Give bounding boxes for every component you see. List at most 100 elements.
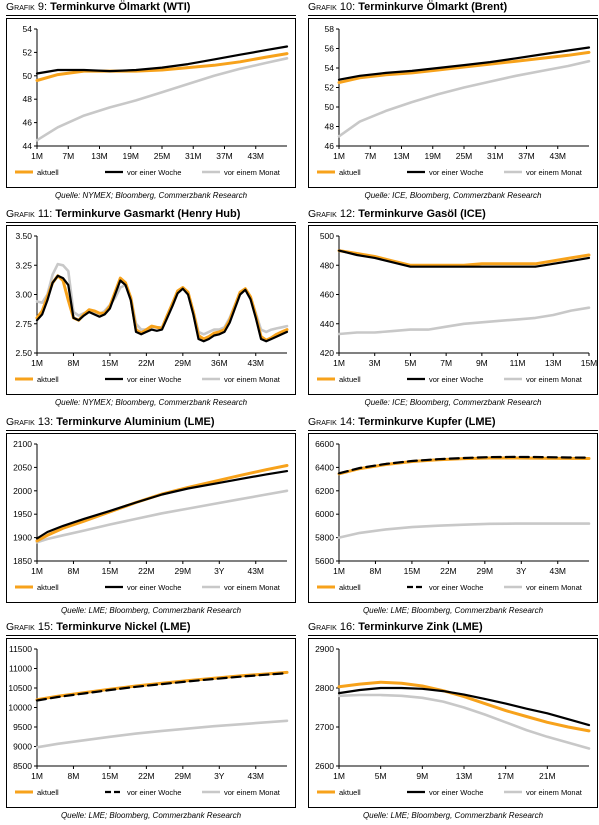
legend-label: vor einer Woche	[127, 375, 181, 384]
y-tick-label: 6600	[315, 439, 334, 449]
chart-title: Grafik 13: Terminkurve Aluminium (LME)	[6, 416, 215, 428]
x-tick-label: 17M	[497, 771, 514, 781]
y-tick-label: 480	[320, 260, 334, 270]
x-tick-label: 15M	[404, 566, 421, 576]
chart-label: Grafik	[308, 621, 337, 633]
chart-number: 14:	[339, 416, 356, 428]
x-tick-label: 29M	[175, 358, 192, 368]
source-prefix: Quelle:	[364, 191, 390, 200]
chart-area: 1850 1900 1950 2000 2050 2100 1M 8M 15M 22M 29M 3Y 4…	[6, 433, 296, 603]
y-tick-label: 54	[23, 24, 33, 34]
x-tick-label: 1M	[31, 771, 43, 781]
y-tick-label: 11000	[9, 664, 32, 674]
legend-label: aktuell	[37, 168, 59, 177]
x-tick-label: 3Y	[214, 771, 225, 781]
x-tick-label: 43M	[247, 151, 264, 161]
legend-label: vor einer Woche	[429, 168, 483, 177]
legend-label: vor einem Monat	[224, 583, 281, 592]
chart-svg: 2600 2700 2800 2900 1M 5M 9M 13M 17M 21M aktuell vo…	[315, 644, 591, 797]
legend-label: vor einer Woche	[429, 788, 483, 797]
legend-label: aktuell	[339, 168, 361, 177]
x-tick-label: 11M	[510, 358, 526, 368]
series-line-vor-einer-woche	[337, 686, 591, 727]
x-tick-label: 43M	[549, 566, 566, 576]
source-text: NYMEX; Bloomberg, Commerzbank Research	[82, 398, 248, 407]
series-line-vor-einer-woche	[337, 455, 591, 475]
y-tick-label: 8500	[13, 761, 32, 771]
x-tick-label: 22M	[440, 566, 457, 576]
x-tick-label: 15M	[581, 358, 597, 368]
chart-svg: 2.50 2.75 3.00 3.25 3.50 1M 8M 15M 22M 29M 36M 43M a…	[15, 231, 289, 384]
source-text: ICE, Bloomberg, Commerzbank Research	[392, 191, 542, 200]
chart-title: Grafik 15: Terminkurve Nickel (LME)	[6, 621, 190, 633]
x-tick-label: 25M	[456, 151, 473, 161]
chart-number: 15:	[37, 621, 54, 633]
x-tick-label: 9M	[416, 771, 428, 781]
series-line-vor-einer-woche	[337, 249, 591, 268]
chart-svg: 44 46 48 50 52 54 1M 7M 13M 19M 25M 31M 37M 43M aktuel…	[15, 24, 289, 177]
chart-source: Quelle: NYMEX; Bloomberg, Commerzbank Re…	[6, 398, 296, 407]
y-tick-label: 11500	[9, 644, 32, 654]
chart-title-text: Terminkurve Kupfer (LME)	[358, 416, 496, 428]
chart-svg: 5600 5800 6000 6200 6400 6600 1M 8M 15M 22M 29M 3Y 4…	[315, 439, 591, 592]
chart-number: 12:	[339, 208, 356, 220]
source-text: ICE; Bloomberg, Commerzbank Research	[392, 398, 542, 407]
y-tick-label: 48	[23, 94, 33, 104]
chart-title-text: Terminkurve Ölmarkt (Brent)	[358, 1, 508, 13]
x-tick-label: 8M	[68, 771, 80, 781]
chart-panel-10: Grafik 10: Terminkurve Ölmarkt (Brent) 46…	[308, 0, 598, 205]
chart-title-text: Terminkurve Gasöl (ICE)	[358, 208, 486, 220]
y-tick-label: 10000	[8, 703, 32, 713]
source-prefix: Quelle:	[60, 811, 87, 820]
x-tick-label: 29M	[175, 566, 192, 576]
x-tick-label: 1M	[333, 151, 345, 161]
legend-label: aktuell	[37, 583, 59, 592]
chart-label: Grafik	[6, 621, 35, 633]
legend-label: aktuell	[339, 583, 361, 592]
x-tick-label: 3Y	[516, 566, 527, 576]
chart-source: Quelle: LME; Bloomberg, Commerzbank Rese…	[6, 811, 296, 820]
chart-title: Grafik 9: Terminkurve Ölmarkt (WTI)	[6, 1, 190, 13]
series-line-aktuell	[337, 456, 591, 476]
y-tick-label: 2050	[13, 462, 32, 472]
source-prefix: Quelle:	[362, 606, 389, 615]
chart-panel-14: Grafik 14: Terminkurve Kupfer (LME) 5600 5…	[308, 415, 598, 620]
y-tick-label: 58	[325, 24, 335, 34]
y-tick-label: 2600	[315, 761, 334, 771]
legend-label: vor einer Woche	[429, 375, 483, 384]
legend-label: vor einem Monat	[526, 375, 583, 384]
legend-label: vor einem Monat	[526, 168, 583, 177]
legend-label: aktuell	[37, 375, 59, 384]
x-tick-label: 13M	[545, 358, 562, 368]
chart-svg: 420 440 460 480 500 1M 3M 5M 7M 9M 11M 13M 15M aktuel…	[317, 231, 597, 384]
source-prefix: Quelle:	[364, 398, 390, 407]
x-tick-label: 1M	[31, 358, 43, 368]
y-tick-label: 56	[325, 44, 335, 54]
title-rule	[6, 222, 296, 223]
x-tick-label: 5M	[405, 358, 417, 368]
chart-area: 420 440 460 480 500 1M 3M 5M 7M 9M 11M 13M 15M aktuel…	[308, 225, 598, 395]
series-line-vor-einer-woche	[35, 45, 289, 75]
y-tick-label: 9500	[13, 722, 32, 732]
chart-panel-15: Grafik 15: Terminkurve Nickel (LME) 8500 9…	[6, 620, 296, 825]
source-text: NYMEX; Bloomberg, Commerzbank Research	[82, 191, 248, 200]
x-tick-label: 19M	[122, 151, 139, 161]
chart-area: 46 48 50 52 54 56 58 1M 7M 13M 19M 25M 31M 37M 43M aktu…	[308, 18, 598, 188]
chart-title-text: Terminkurve Ölmarkt (WTI)	[50, 1, 191, 13]
source-prefix: Quelle:	[362, 811, 389, 820]
x-tick-label: 36M	[211, 358, 228, 368]
legend-label: aktuell	[339, 788, 361, 797]
chart-source: Quelle: LME; Bloomberg, Commerzbank Rese…	[6, 606, 296, 615]
chart-svg: 1850 1900 1950 2000 2050 2100 1M 8M 15M 22M 29M 3Y 4…	[13, 439, 289, 592]
chart-title: Grafik 16: Terminkurve Zink (LME)	[308, 621, 483, 633]
chart-svg: 8500 9000 9500 10000 10500 11000 11500 1M 8M 15M 2…	[8, 644, 289, 797]
y-tick-label: 6000	[315, 509, 334, 519]
series-line-vor-einem-monat	[35, 56, 289, 142]
source-text: LME; Bloomberg, Commerzbank Research	[88, 811, 242, 820]
y-tick-label: 2900	[315, 644, 334, 654]
y-tick-label: 5600	[315, 556, 334, 566]
chart-label: Grafik	[6, 208, 35, 220]
x-tick-label: 43M	[247, 771, 264, 781]
legend-label: vor einem Monat	[224, 168, 281, 177]
x-tick-label: 22M	[138, 566, 155, 576]
